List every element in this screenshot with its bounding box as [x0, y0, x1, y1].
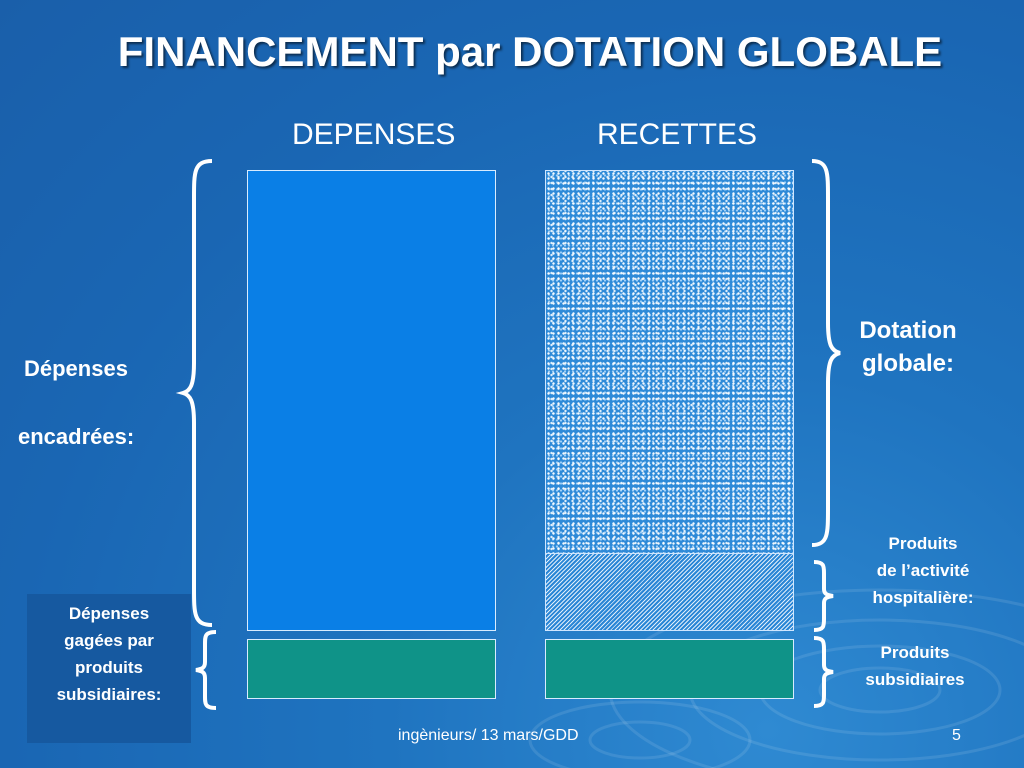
label-produits-activite: Produits de l’activité hospitalière:	[848, 530, 998, 611]
gagees-line-2: gagées par	[64, 631, 154, 650]
gagees-line-1: Dépenses	[68, 604, 150, 623]
produits-activite-line-2: de l’activité	[876, 561, 970, 580]
label-produits-subsidiaires: Produits subsidiaires	[840, 639, 990, 693]
dotation-line-1: Dotation	[859, 317, 957, 344]
right-brace-dotation	[811, 159, 841, 547]
gagees-line-4: subsidiaires:	[56, 685, 162, 704]
produits-activite-line-3: hospitalière:	[872, 588, 974, 607]
depenses-encadrees-block	[247, 170, 496, 631]
dotation-line-2: globale:	[861, 350, 954, 377]
depenses-gagees-label-box: Dépenses gagées par produits subsidiaire…	[27, 594, 191, 743]
left-brace-depenses-gagees	[195, 630, 217, 710]
label-dotation-globale: Dotation globale:	[838, 314, 978, 380]
slide-title: FINANCEMENT par DOTATION GLOBALE	[117, 28, 943, 75]
right-brace-produits-subsidiaires	[813, 636, 834, 708]
column-header-recettes: RECETTES	[597, 118, 758, 151]
produits-subsidiaires-line-2: subsidiaires	[865, 670, 965, 689]
label-depenses: Dépenses	[24, 356, 128, 381]
left-brace-depenses-encadrees	[175, 159, 213, 627]
depenses-gagees-block	[247, 639, 496, 699]
gagees-line-3: produits	[75, 658, 143, 677]
produits-subsidiaires-block	[545, 639, 794, 699]
footer-text: ingènieurs/ 13 mars/GDD	[398, 727, 579, 744]
page-number: 5	[952, 727, 961, 744]
column-header-depenses: DEPENSES	[292, 118, 456, 151]
produits-activite-line-1: Produits	[888, 534, 958, 553]
produits-activite-block	[545, 554, 794, 631]
right-brace-produits-activite	[813, 560, 834, 632]
produits-subsidiaires-line-1: Produits	[880, 643, 950, 662]
dotation-globale-block	[545, 170, 794, 554]
label-encadrees: encadrées:	[18, 424, 135, 449]
